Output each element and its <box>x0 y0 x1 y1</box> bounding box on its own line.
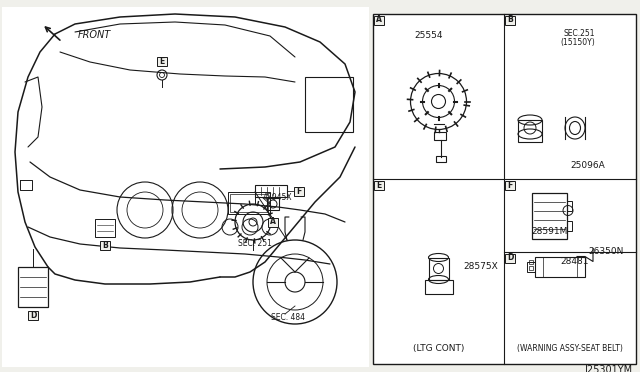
Text: 25096A: 25096A <box>571 160 605 170</box>
Bar <box>532 192 567 238</box>
Bar <box>267 198 279 210</box>
Text: F: F <box>296 186 301 196</box>
Text: A: A <box>270 218 276 227</box>
Bar <box>268 218 278 227</box>
Text: E: E <box>376 180 381 189</box>
Text: SEC. 251: SEC. 251 <box>238 240 272 248</box>
Text: A: A <box>376 16 382 25</box>
Bar <box>228 192 270 214</box>
Text: 28575X: 28575X <box>463 262 499 271</box>
Text: (LTG CONT): (LTG CONT) <box>413 343 464 353</box>
Bar <box>505 180 515 189</box>
Bar <box>527 262 535 272</box>
Bar <box>424 279 452 294</box>
Text: J25301YM: J25301YM <box>585 365 633 372</box>
Text: F: F <box>508 180 513 189</box>
Bar <box>505 253 515 263</box>
Bar <box>28 311 38 320</box>
Text: E: E <box>159 57 164 65</box>
Bar <box>157 57 167 65</box>
Bar <box>305 77 353 132</box>
Bar <box>429 257 449 279</box>
Bar <box>95 219 115 237</box>
Text: B: B <box>507 16 513 25</box>
Text: (15150Y): (15150Y) <box>560 38 595 48</box>
Text: D: D <box>30 311 36 320</box>
Text: D: D <box>507 253 513 263</box>
Bar <box>505 16 515 25</box>
Bar <box>294 186 304 196</box>
Bar <box>255 185 287 197</box>
Text: FRONT: FRONT <box>78 30 111 40</box>
Bar <box>529 266 533 269</box>
Bar <box>230 194 268 212</box>
Bar <box>567 221 572 231</box>
Bar <box>535 257 585 276</box>
Bar <box>529 260 533 263</box>
Bar <box>433 131 445 140</box>
Bar <box>374 180 384 189</box>
Bar <box>100 241 110 250</box>
Text: 26350N: 26350N <box>588 247 623 256</box>
Bar <box>2 7 369 367</box>
Text: SEC.251: SEC.251 <box>563 29 595 38</box>
Text: 47945X: 47945X <box>263 192 292 202</box>
Bar <box>374 16 384 25</box>
Text: 25554: 25554 <box>414 32 443 41</box>
Bar <box>518 120 542 142</box>
Text: 28591M: 28591M <box>532 228 568 237</box>
Bar <box>373 14 636 364</box>
Text: SEC. 484: SEC. 484 <box>271 312 305 321</box>
Bar <box>435 155 445 161</box>
Text: (WARNING ASSY-SEAT BELT): (WARNING ASSY-SEAT BELT) <box>517 343 623 353</box>
Text: 28481: 28481 <box>561 257 589 266</box>
Bar <box>567 201 572 211</box>
Text: B: B <box>102 241 108 250</box>
Bar <box>18 267 48 307</box>
